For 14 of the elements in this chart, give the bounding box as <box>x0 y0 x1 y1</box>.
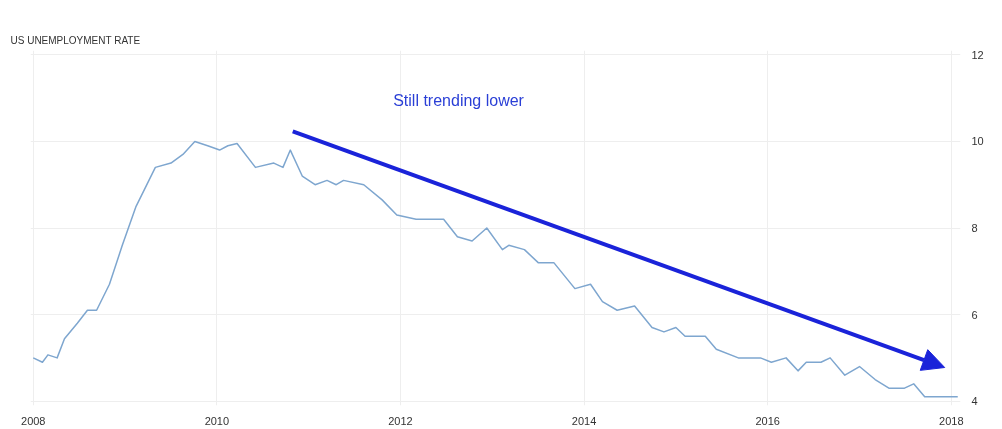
x-tick-label: 2014 <box>571 414 597 427</box>
x-tick-label: 2012 <box>388 414 413 427</box>
y-tick-label: 4 <box>971 395 978 408</box>
line-series <box>32 140 959 398</box>
x-tick-label: 2016 <box>755 414 780 427</box>
x-tick-label: 2018 <box>939 414 964 427</box>
x-tick-label: 2008 <box>21 414 46 427</box>
y-tick-label: 12 <box>971 48 984 61</box>
x-tick-label: 2010 <box>204 414 230 427</box>
y-tick-label: 6 <box>971 308 978 321</box>
y-tick-label: 10 <box>971 135 984 148</box>
annotation: Still trending lower <box>393 92 525 110</box>
chart-title: US UNEMPLOYMENT RATE <box>10 34 141 46</box>
y-tick-label: 8 <box>971 222 978 234</box>
